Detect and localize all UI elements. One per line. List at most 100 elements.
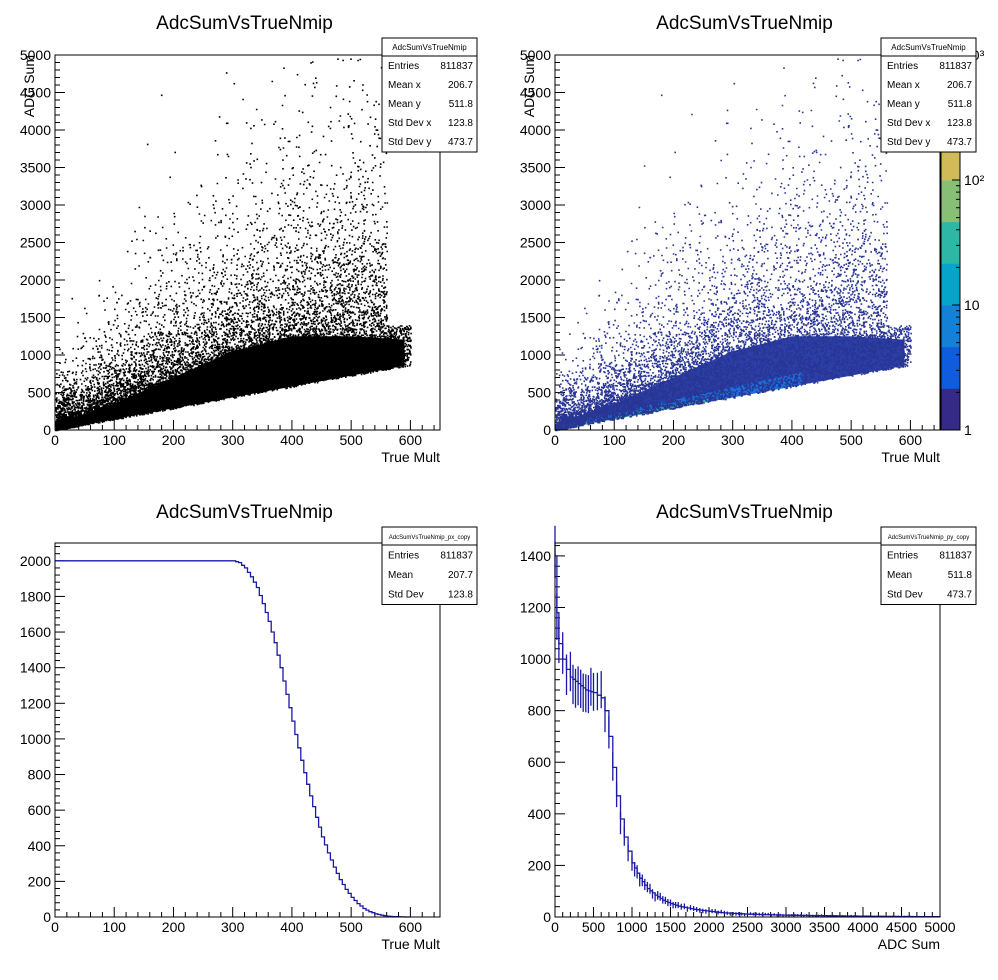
stats-label: Std Dev x: [887, 118, 930, 129]
stats-label: Std Dev y: [388, 137, 431, 148]
stats-box: [880, 37, 977, 153]
x-tick-label: 4500: [886, 919, 917, 935]
x-axis-title: True Mult: [381, 936, 440, 952]
panel-1: AdcSumVsTrueNmip 0 100 200 300 400 500 600 0 500 1…: [20, 13, 478, 465]
stats-label: Std Dev y: [887, 137, 930, 148]
y-tick-label: 0: [543, 422, 551, 438]
y-tick-label: 5000: [520, 47, 551, 63]
chart-title: AdcSumVsTrueNmip: [656, 13, 833, 34]
y-tick-label: 400: [28, 838, 52, 854]
y-tick-label: 1200: [520, 599, 551, 615]
x-tick-label: 400: [280, 432, 304, 448]
stats-label: Std Dev: [388, 589, 424, 600]
plot-frame-top: [554, 542, 941, 918]
x-tick-label: 100: [103, 432, 127, 448]
x-tick-label: 400: [780, 432, 804, 448]
y-tick-label: 2000: [20, 553, 51, 569]
x-tick-label: 400: [280, 919, 304, 935]
y-tick-label: 200: [28, 873, 52, 889]
stats-box: [381, 37, 478, 153]
stats-label: Mean x: [388, 80, 421, 91]
x-tick-label: 4000: [847, 919, 878, 935]
x-tick-label: 500: [339, 432, 363, 448]
chart-title: AdcSumVsTrueNmip: [156, 13, 333, 34]
x-tick-label: 600: [399, 432, 423, 448]
y-tick-label: 800: [28, 767, 52, 783]
x-tick-label: 200: [162, 432, 186, 448]
colorbar-segment: [941, 180, 960, 223]
stats-value: 473.7: [947, 589, 972, 600]
stats-label: Mean: [388, 570, 413, 581]
y-tick-label: 1500: [520, 310, 551, 326]
colorbar-segment: [941, 388, 960, 431]
stats-value: 123.8: [448, 589, 473, 600]
y-tick-label: 1500: [20, 310, 51, 326]
y-tick-label: 5000: [20, 47, 51, 63]
y-tick-label: 4000: [20, 122, 51, 138]
stats-label: Mean x: [887, 80, 920, 91]
y-tick-label: 4500: [520, 85, 551, 101]
histogram-line: [555, 555, 940, 918]
stats-label: Mean y: [388, 99, 421, 110]
stats-box: [880, 526, 977, 605]
chart-title: AdcSumVsTrueNmip: [656, 502, 833, 523]
stats-box-name: AdcSumVsTrueNmip_px_copy: [389, 535, 470, 541]
x-tick-label: 2000: [693, 919, 724, 935]
stats-value: 206.7: [947, 80, 972, 91]
y-tick-label: 3500: [20, 160, 51, 176]
y-tick-label: 1600: [20, 624, 51, 640]
x-tick-label: 200: [662, 432, 686, 448]
stats-value: 811837: [939, 61, 972, 72]
stats-value: 511.8: [948, 99, 973, 110]
stats-label: Entries: [887, 61, 918, 72]
y-tick-label: 1000: [520, 651, 551, 667]
y-tick-label: 600: [28, 802, 52, 818]
y-tick-label: 200: [528, 857, 552, 873]
y-tick-label: 0: [43, 422, 51, 438]
plot-frame-top: [54, 54, 441, 431]
y-tick-label: 1000: [20, 731, 51, 747]
y-tick-label: 0: [43, 909, 51, 925]
stats-label: Entries: [388, 550, 419, 561]
panel-2: AdcSumVsTrueNmip 0 100 200 300 400 500 600 0 500 1…: [520, 13, 985, 465]
y-tick-label: 800: [528, 703, 552, 719]
stats-label: Std Dev x: [388, 118, 431, 129]
y-tick-label: 3500: [520, 160, 551, 176]
histogram-line: [55, 560, 411, 918]
y-tick-label: 1800: [20, 588, 51, 604]
stats-box-name: AdcSumVsTrueNmip_py_copy: [888, 535, 969, 541]
y-tick-label: 1400: [520, 548, 551, 564]
colorbar-label: 10²: [964, 172, 985, 188]
x-tick-label: 200: [162, 919, 186, 935]
colorbar-segment: [941, 221, 960, 264]
y-tick-label: 0: [543, 909, 551, 925]
y-axis-title: ADC Sum: [21, 55, 37, 117]
x-tick-label: 1000: [616, 919, 647, 935]
plot-frame-top: [54, 542, 441, 918]
scatter-points: [555, 58, 912, 432]
plot-frame-top: [554, 54, 941, 431]
y-tick-label: 1400: [20, 660, 51, 676]
stats-value: 511.8: [449, 99, 474, 110]
x-tick-label: 300: [221, 432, 245, 448]
stats-value: 207.7: [448, 570, 473, 581]
stats-label: Entries: [887, 550, 918, 561]
x-tick-label: 300: [721, 432, 745, 448]
panel-3: AdcSumVsTrueNmip 0 100 200 300 400 500 600 0 200 4…: [20, 502, 478, 952]
y-tick-label: 3000: [520, 197, 551, 213]
x-tick-label: 2500: [732, 919, 763, 935]
x-tick-label: 100: [603, 432, 627, 448]
x-tick-label: 300: [221, 919, 245, 935]
x-tick-label: 500: [582, 919, 606, 935]
stats-value: 473.7: [947, 137, 972, 148]
chart-title: AdcSumVsTrueNmip: [156, 502, 333, 523]
x-tick-label: 500: [339, 919, 363, 935]
colorbar-segment: [941, 263, 960, 306]
scatter-points: [55, 58, 412, 432]
stats-value: 473.7: [448, 137, 473, 148]
x-tick-label: 0: [551, 919, 559, 935]
y-tick-label: 1000: [520, 347, 551, 363]
